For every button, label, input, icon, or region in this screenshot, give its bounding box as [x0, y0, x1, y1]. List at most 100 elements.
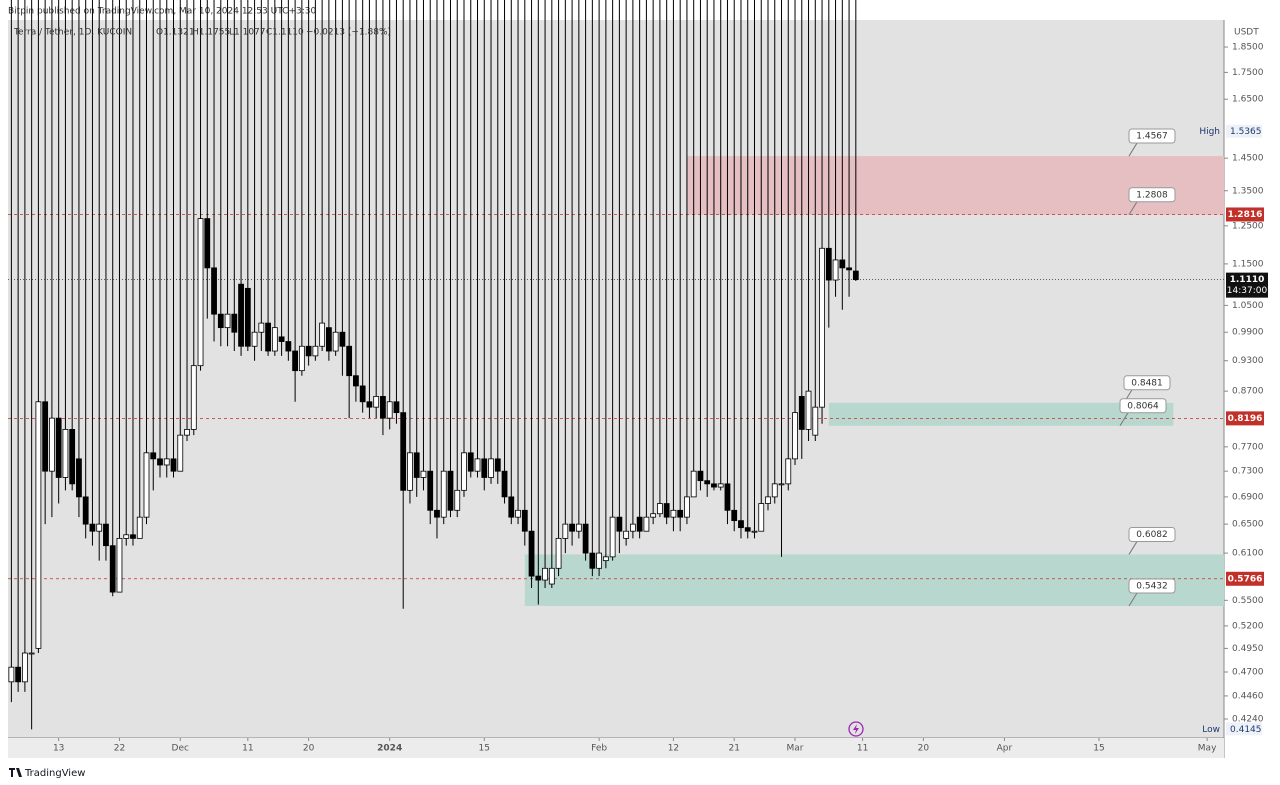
level-label: 1.2816 — [1228, 210, 1263, 220]
candle-body — [170, 458, 177, 472]
x-tick-label: Feb — [591, 744, 607, 754]
callout-leader — [1128, 142, 1138, 157]
candle-body — [657, 503, 663, 515]
x-tick-label: 22 — [114, 744, 125, 754]
candle-body — [292, 350, 299, 372]
candle-body — [380, 396, 386, 419]
candle-body — [575, 523, 582, 532]
candle-body — [528, 530, 535, 577]
candle-body — [596, 552, 603, 569]
candle-body — [265, 322, 271, 352]
callout-label: 0.5432 — [1136, 581, 1168, 591]
candle-body — [339, 331, 346, 347]
candle-body — [15, 666, 22, 683]
candle-body — [731, 509, 738, 522]
callout-box — [1128, 128, 1176, 144]
candle-body — [825, 247, 832, 281]
candle-body — [150, 452, 157, 460]
candle-body — [697, 470, 704, 482]
candle-body — [609, 516, 616, 558]
candle-body — [852, 270, 859, 281]
x-tick-label: 21 — [728, 744, 739, 754]
extreme-value: 0.4145 — [1230, 725, 1262, 735]
candle-body — [839, 259, 846, 269]
y-tick-label: 0.4700 — [1232, 668, 1264, 678]
callout-label: 0.8481 — [1131, 378, 1163, 388]
countdown: 14:37:00 — [1227, 286, 1268, 296]
candle-body — [204, 218, 211, 269]
time-axis — [8, 738, 1224, 758]
y-tick-label: 1.8500 — [1232, 43, 1264, 53]
candle-body — [440, 470, 447, 518]
candle-body — [130, 534, 136, 539]
candle-body — [515, 509, 521, 518]
candle-body — [542, 567, 548, 581]
candle-body — [278, 336, 285, 342]
event-bolt — [853, 724, 859, 734]
candle-body — [298, 345, 305, 372]
candle-body — [400, 412, 407, 491]
candle-body — [508, 496, 515, 518]
event-icon[interactable] — [848, 721, 864, 737]
candle-body — [258, 322, 265, 333]
candle-body — [704, 480, 711, 485]
callout-leader — [1128, 541, 1138, 555]
y-tick-label: 0.4240 — [1232, 714, 1264, 724]
candle-body — [771, 483, 778, 498]
candle-body — [562, 523, 569, 539]
current-tag — [1226, 272, 1268, 298]
level-tag — [1226, 207, 1264, 222]
candle-body — [28, 652, 35, 655]
level-tag — [1226, 571, 1264, 586]
candle-body — [481, 458, 488, 478]
candle-body — [285, 341, 292, 352]
callout-box — [1128, 578, 1176, 594]
y-tick-label: 1.2500 — [1232, 221, 1264, 231]
candle-body — [434, 509, 440, 518]
candle-body — [116, 537, 123, 593]
brand: TradingView — [24, 768, 85, 779]
candle-body — [805, 390, 812, 430]
extreme-value: 1.5365 — [1230, 127, 1262, 137]
candle-body — [785, 458, 792, 485]
candle-body — [35, 401, 42, 649]
candle-body — [238, 283, 244, 347]
y-tick-label: 0.6900 — [1232, 492, 1264, 502]
candle-body — [488, 458, 494, 478]
y-tick-label: 1.7500 — [1232, 68, 1264, 78]
candle-body — [616, 516, 623, 532]
x-tick-label: 20 — [918, 744, 930, 754]
y-tick-label: 0.4950 — [1232, 644, 1264, 654]
candle-body — [359, 385, 366, 403]
y-tick-label: 0.6100 — [1232, 549, 1264, 559]
candle-body — [184, 429, 190, 436]
candle-body — [778, 483, 785, 486]
candle-body — [8, 666, 15, 683]
candle-body — [325, 327, 332, 352]
candle-body — [427, 470, 434, 511]
y-tick-label: 0.9300 — [1232, 356, 1264, 366]
y-tick-label: 1.3500 — [1232, 186, 1264, 196]
x-tick-label: 12 — [668, 744, 679, 754]
candle-body — [650, 513, 657, 518]
candle-body — [143, 452, 150, 518]
candle-body — [663, 503, 670, 518]
candle-body — [636, 516, 643, 532]
candle-body — [724, 483, 731, 511]
candle-body — [42, 401, 49, 472]
candle-body — [211, 267, 217, 315]
candle-body — [312, 345, 319, 357]
candle-body — [190, 365, 197, 430]
ohlc-close: C1.1110 — [266, 28, 304, 38]
candle-body — [89, 523, 96, 532]
candle-body — [819, 247, 825, 408]
current-label: 1.1110 — [1230, 275, 1265, 285]
candle-body — [103, 523, 109, 547]
candle-body — [393, 401, 400, 414]
x-tick-label: 13 — [53, 744, 64, 754]
level-label: 0.8196 — [1228, 414, 1263, 424]
level-label: 0.5766 — [1228, 574, 1263, 584]
candle-body — [82, 496, 89, 525]
zone — [828, 402, 1174, 426]
